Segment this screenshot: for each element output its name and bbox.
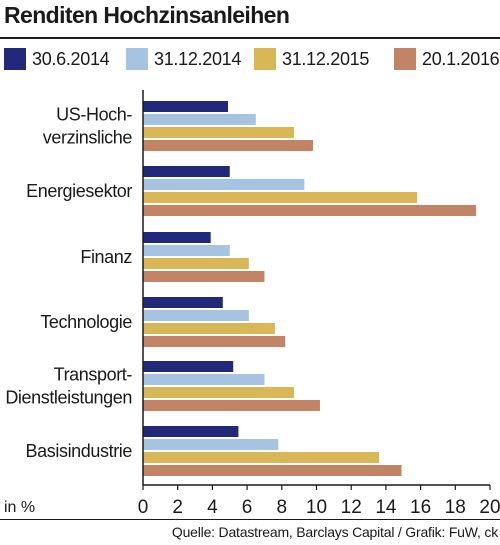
bar — [143, 179, 305, 190]
x-tick-label: 12 — [341, 497, 362, 518]
source-note: Quelle: Datastream, Barclays Capital / G… — [171, 524, 498, 540]
bar — [143, 361, 234, 372]
bar — [143, 232, 211, 243]
x-tick-label: 6 — [242, 497, 253, 518]
legend-item: 20.1.2016 — [394, 48, 500, 70]
category-label: Dienstleistungen — [5, 388, 132, 408]
bar — [143, 400, 320, 411]
bar — [143, 439, 279, 450]
chart-legend: 30.6.2014 31.12.2014 31.12.2015 20.1.2016 — [0, 48, 500, 74]
x-tick-label: 2 — [172, 497, 183, 518]
category-label: Technologie — [40, 312, 132, 332]
category-label: US-Hoch- — [56, 105, 132, 125]
x-tick-label: 8 — [277, 497, 288, 518]
legend-item: 31.12.2015 — [254, 48, 369, 70]
bar — [143, 192, 418, 203]
bar — [143, 271, 265, 282]
title-rule — [0, 37, 500, 39]
legend-swatch — [394, 48, 416, 70]
bar — [143, 101, 229, 112]
x-tick-label: 18 — [445, 497, 466, 518]
bar-chart: US-Hoch-verzinsliche Energiesektor Finanz T… — [4, 90, 500, 518]
bar — [143, 127, 294, 138]
x-tick-label: 16 — [410, 497, 431, 518]
x-tick-label: 20 — [479, 497, 500, 518]
bar — [143, 452, 379, 463]
category-label: verzinsliche — [43, 128, 133, 148]
bar — [143, 258, 249, 269]
bar — [143, 114, 256, 125]
category-label: Transport- — [54, 365, 133, 385]
bar — [143, 387, 294, 398]
bar — [143, 310, 249, 321]
bar — [143, 140, 314, 151]
bar — [143, 426, 239, 437]
x-tick-label: 14 — [375, 497, 397, 518]
bar — [143, 166, 230, 177]
category-label: Energiesektor — [26, 181, 132, 201]
bar — [143, 374, 265, 385]
bar — [143, 297, 223, 308]
chart-title: Renditen Hochzinsanleihen — [4, 2, 290, 28]
legend-swatch — [254, 48, 276, 70]
x-tick-label: 0 — [138, 497, 149, 518]
footer-rule — [0, 519, 500, 520]
legend-label: 30.6.2014 — [32, 48, 110, 69]
category-label: Basisindustrie — [26, 441, 133, 461]
legend-label: 31.12.2014 — [154, 48, 242, 69]
x-tick-label: 4 — [207, 497, 218, 518]
legend-label: 20.1.2016 — [422, 48, 500, 69]
legend-swatch — [4, 48, 26, 70]
category-label: Finanz — [80, 247, 132, 267]
legend-label: 31.12.2015 — [282, 48, 370, 69]
bar — [143, 245, 230, 256]
x-axis-unit-label: in % — [4, 499, 35, 516]
legend-item: 31.12.2014 — [126, 48, 241, 70]
bar — [143, 323, 275, 334]
legend-item: 30.6.2014 — [4, 48, 110, 70]
bar — [143, 336, 286, 347]
x-tick-label: 10 — [306, 497, 327, 518]
legend-swatch — [126, 48, 148, 70]
bar — [143, 465, 402, 476]
bar — [143, 205, 477, 216]
